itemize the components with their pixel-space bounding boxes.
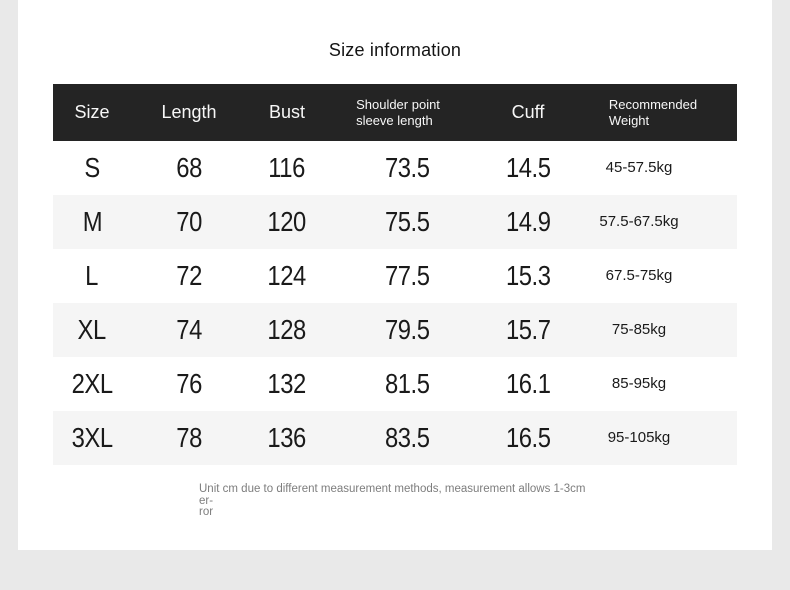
shoulder-cell: 73.5: [384, 152, 430, 183]
table-row-3xl: 3XL 78 136 83.5 16.5 95-105kg: [53, 411, 737, 465]
shoulder-cell: 81.5: [384, 368, 430, 399]
size-cell: 2XL: [71, 368, 113, 399]
cuff-cell: 15.7: [505, 314, 551, 345]
size-cell: M: [82, 206, 102, 237]
header-label-length: Length: [161, 102, 217, 122]
shoulder-cell: 77.5: [384, 260, 430, 291]
length-cell: 70: [176, 206, 202, 237]
size-cell: 3XL: [71, 422, 113, 453]
header-label-cuff: Cuff: [511, 102, 545, 122]
cuff-cell: 14.5: [505, 152, 551, 183]
size-cell: L: [85, 260, 99, 291]
bust-cell: 128: [267, 314, 307, 345]
header-label-recommended-weight: Recommended Weight: [608, 97, 698, 128]
table-row-s: S 68 116 73.5 14.5 45-57.5kg: [53, 141, 737, 195]
measurement-note: Unit cm due to different measurement met…: [199, 483, 586, 518]
size-cell: S: [84, 152, 100, 183]
size-info-card: Size information Size Length Bust Should…: [18, 0, 772, 550]
cuff-cell: 15.3: [505, 260, 551, 291]
bust-cell: 120: [267, 206, 307, 237]
length-cell: 68: [176, 152, 202, 183]
length-cell: 76: [176, 368, 202, 399]
header-cell-bust: Bust: [247, 84, 327, 141]
header-cell-length: Length: [131, 84, 247, 141]
weight-cell: 45-57.5kg: [605, 159, 673, 176]
shoulder-cell: 75.5: [384, 206, 430, 237]
cuff-cell: 14.9: [505, 206, 551, 237]
table-row-2xl: 2XL 76 132 81.5 16.1 85-95kg: [53, 357, 737, 411]
cuff-cell: 16.1: [505, 368, 551, 399]
header-cell-recommended-weight: Recommended Weight: [569, 84, 737, 141]
bust-cell: 124: [267, 260, 307, 291]
header-cell-cuff: Cuff: [487, 84, 569, 141]
table-row-xl: XL 74 128 79.5 15.7 75-85kg: [53, 303, 737, 357]
size-cell: XL: [77, 314, 107, 345]
bust-cell: 116: [268, 152, 306, 183]
weight-cell: 57.5-67.5kg: [599, 213, 679, 230]
shoulder-cell: 83.5: [384, 422, 430, 453]
length-cell: 72: [176, 260, 202, 291]
cuff-cell: 16.5: [505, 422, 551, 453]
bust-cell: 132: [267, 368, 307, 399]
weight-cell: 95-105kg: [607, 429, 671, 446]
length-cell: 74: [176, 314, 202, 345]
length-cell: 78: [176, 422, 202, 453]
page-title: Size information: [328, 40, 462, 60]
header-label-shoulder-sleeve: Shoulder point sleeve length: [356, 97, 440, 128]
table-row-m: M 70 120 75.5 14.9 57.5-67.5kg: [53, 195, 737, 249]
weight-cell: 67.5-75kg: [605, 267, 673, 284]
table-header-row: Size Length Bust Shoulder point sleeve l…: [53, 84, 737, 141]
header-cell-size: Size: [53, 84, 131, 141]
weight-cell: 85-95kg: [611, 375, 667, 392]
shoulder-cell: 79.5: [384, 314, 430, 345]
header-label-bust: Bust: [268, 102, 306, 122]
table-row-l: L 72 124 77.5 15.3 67.5-75kg: [53, 249, 737, 303]
size-table: Size Length Bust Shoulder point sleeve l…: [53, 84, 737, 465]
weight-cell: 75-85kg: [611, 321, 667, 338]
header-cell-shoulder-sleeve: Shoulder point sleeve length: [327, 84, 487, 141]
bust-cell: 136: [267, 422, 307, 453]
header-label-size: Size: [74, 102, 110, 122]
